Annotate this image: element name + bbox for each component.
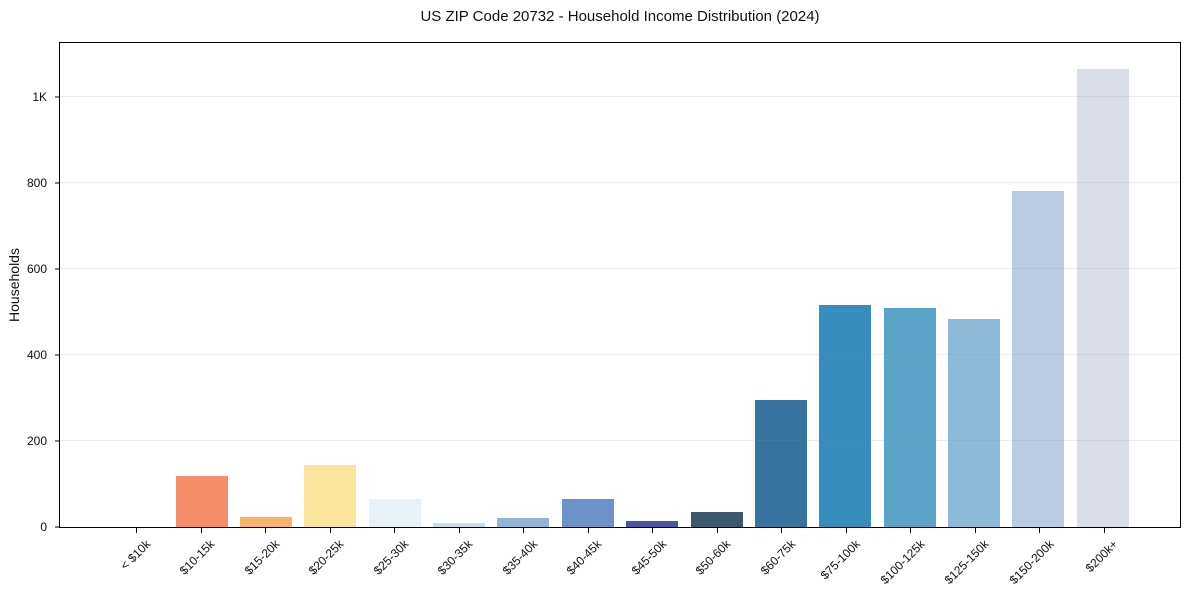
x-slot: $15-20k: [233, 528, 298, 590]
y-tick-label: 1K: [32, 89, 47, 104]
bars-row: [105, 43, 1135, 527]
y-tick-mark: [55, 96, 60, 98]
x-tick-label: $125-150k: [941, 537, 992, 588]
y-tick-mark: [55, 268, 60, 270]
x-tick-label: $100-125k: [877, 537, 928, 588]
bar-slot: [620, 43, 684, 527]
y-tick-mark: [55, 440, 60, 442]
x-tick-mark: [1103, 528, 1105, 533]
bar-slot: [942, 43, 1006, 527]
x-slot: $60-75k: [749, 528, 814, 590]
x-slot: $45-50k: [620, 528, 685, 590]
x-tick-label: $45-50k: [628, 537, 670, 578]
x-tick-label: $200k+: [1082, 537, 1121, 575]
bar-slot: [105, 43, 169, 527]
x-tick-mark: [652, 528, 654, 533]
bar-slot: [427, 43, 491, 527]
x-tick-label: < $10k: [117, 537, 154, 573]
x-tick-mark: [136, 528, 138, 533]
y-tick-label: 800: [26, 175, 47, 190]
bar-slot: [491, 43, 555, 527]
x-tick-mark: [458, 528, 460, 533]
x-slot: $35-40k: [491, 528, 556, 590]
bar-slot: [556, 43, 620, 527]
bar: [1076, 68, 1129, 527]
bar-slot: [363, 43, 427, 527]
bar-slot: [1071, 43, 1135, 527]
bar-slot: [878, 43, 942, 527]
bar: [497, 517, 550, 527]
y-axis: 0 200 400 600 800 1K: [0, 43, 60, 534]
y-tick-label: 200: [26, 433, 47, 448]
y-tick-mark: [55, 526, 60, 528]
bar: [626, 520, 679, 527]
x-tick-label: $35-40k: [499, 537, 541, 578]
x-tick-mark: [910, 528, 912, 533]
x-slot: $100-125k: [877, 528, 943, 590]
x-slot: $40-45k: [556, 528, 621, 590]
x-tick-label: $50-60k: [693, 537, 734, 578]
bar: [175, 475, 228, 527]
x-slot: $20-25k: [298, 528, 363, 590]
bar-slot: [813, 43, 877, 527]
x-slot: $30-35k: [427, 528, 492, 590]
bar-slot: [1006, 43, 1070, 527]
bar: [819, 304, 872, 527]
x-tick-label: $30-35k: [435, 537, 476, 578]
bar-slot: [749, 43, 813, 527]
x-slot: $125-150k: [941, 528, 1008, 590]
x-tick-mark: [523, 528, 525, 533]
x-tick-label: $40-45k: [564, 537, 605, 578]
bar-slot: [298, 43, 362, 527]
x-tick-mark: [781, 528, 783, 533]
x-tick-label: $20-25k: [306, 537, 347, 578]
bar: [368, 499, 421, 527]
x-tick-label: $75-100k: [817, 537, 863, 583]
x-tick-label: $15-20k: [241, 537, 283, 578]
x-tick-label: $60-75k: [757, 537, 799, 578]
bar: [561, 498, 614, 527]
bar: [304, 465, 357, 527]
x-axis: < $10k $10-15k $15-20k $20-25k $25-30k $30-35…: [59, 528, 1181, 590]
bar: [948, 318, 1001, 527]
x-tick-label: $25-30k: [370, 537, 412, 578]
bar: [883, 308, 936, 527]
y-tick-label: 600: [26, 261, 47, 276]
x-tick-mark: [329, 528, 331, 533]
y-tick-label: 0: [40, 520, 47, 534]
x-axis-row: < $10k $10-15k $15-20k $20-25k $25-30k $30-35…: [104, 528, 1136, 590]
plot-area: [59, 42, 1181, 528]
x-slot: $25-30k: [362, 528, 427, 590]
x-tick-mark: [587, 528, 589, 533]
x-slot: $50-60k: [685, 528, 750, 590]
bar-slot: [169, 43, 233, 527]
bar: [754, 400, 807, 527]
x-tick-mark: [265, 528, 267, 533]
x-tick-label: $10-15k: [177, 537, 218, 578]
x-slot: $200k+: [1072, 528, 1137, 590]
x-tick-mark: [716, 528, 718, 533]
y-tick-mark: [55, 182, 60, 184]
chart-title: US ZIP Code 20732 - Household Income Dis…: [420, 8, 820, 25]
x-slot: $10-15k: [169, 528, 234, 590]
x-tick-mark: [200, 528, 202, 533]
x-tick-mark: [1039, 528, 1041, 533]
x-slot: < $10k: [104, 528, 169, 590]
y-tick-mark: [55, 354, 60, 356]
x-tick-mark: [394, 528, 396, 533]
bar-slot: [684, 43, 748, 527]
bar-slot: [234, 43, 298, 527]
bar: [690, 512, 743, 527]
x-tick-mark: [974, 528, 976, 533]
bar: [433, 523, 486, 527]
y-tick-label: 400: [26, 347, 47, 362]
bar: [1012, 191, 1065, 527]
x-tick-label: $150-200k: [1006, 537, 1057, 588]
x-slot: $75-100k: [814, 528, 879, 590]
x-tick-mark: [845, 528, 847, 533]
x-slot: $150-200k: [1006, 528, 1072, 590]
bar: [239, 517, 292, 527]
